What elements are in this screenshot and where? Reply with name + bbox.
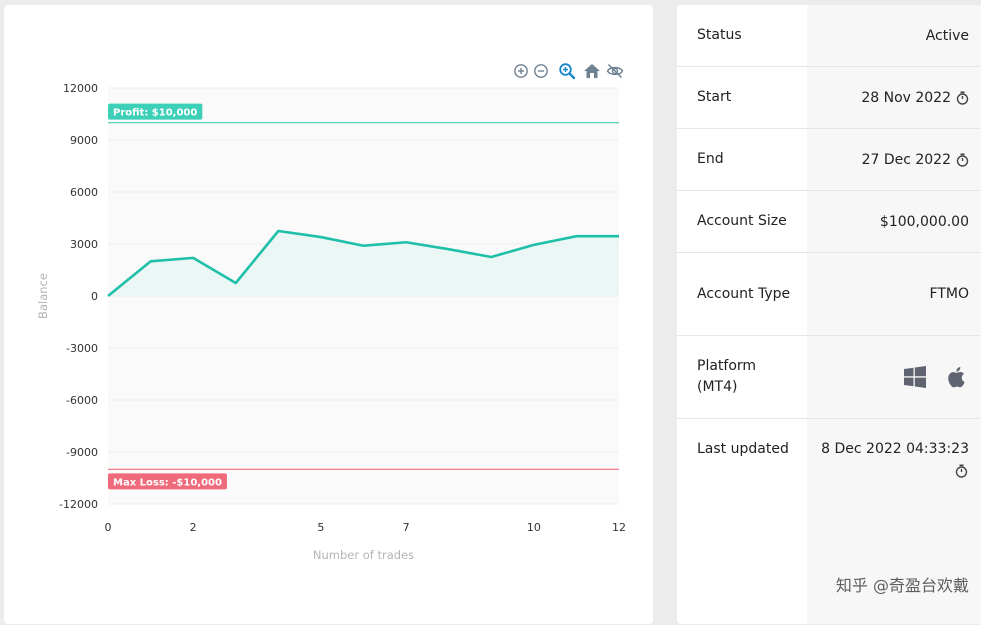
balance-chart-card: Profit: $10,000 Max Loss: -$10,000 12000 9… — [4, 5, 653, 624]
watermark: 知乎 @奇盈台欢戴 — [835, 576, 969, 595]
account-type-label: Account Type — [697, 285, 791, 302]
info-row-account-size: Account Size $100,000.00 — [677, 191, 981, 253]
apple-icon[interactable] — [945, 365, 969, 389]
account-size-label: Account Size — [697, 213, 787, 229]
y-tick-label: -12000 — [59, 498, 98, 511]
balance-area-fill — [108, 231, 619, 296]
y-tick-label: 3000 — [70, 238, 98, 251]
info-row-start: Start 28 Nov 2022 — [677, 67, 981, 129]
zoom-select-icon[interactable] — [558, 62, 576, 80]
y-axis-title: Balance — [36, 273, 50, 319]
stopwatch-icon — [955, 464, 968, 478]
y-tick-label: -6000 — [66, 394, 98, 407]
start-value: 28 Nov 2022 — [807, 67, 981, 128]
account-size-value: $100,000.00 — [807, 191, 981, 252]
reset-home-icon[interactable] — [583, 62, 601, 80]
windows-icon[interactable] — [903, 365, 927, 389]
account-type-text: FTMO — [929, 286, 969, 302]
profit-target-label: Profit: $10,000 — [113, 108, 197, 119]
profit-target-badge: Profit: $10,000 — [108, 103, 203, 120]
y-tick-label: 12000 — [63, 82, 98, 95]
account-size-text: $100,000.00 — [879, 213, 969, 230]
account-info-card: Status Active Start 28 Nov 2022 End 27 D… — [677, 5, 981, 624]
x-tick-label: 7 — [403, 521, 410, 534]
zoom-in-icon[interactable] — [512, 62, 530, 80]
status-value-text: Active — [925, 27, 969, 44]
balance-series-line — [107, 229, 619, 298]
end-label: End — [697, 151, 724, 167]
max-loss-label: Max Loss: -$10,000 — [113, 477, 222, 488]
zoom-out-icon[interactable] — [532, 62, 550, 80]
platform-label: Platform (MT4) — [697, 358, 757, 395]
balance-chart: Profit: $10,000 Max Loss: -$10,000 12000 9… — [36, 82, 626, 562]
x-tick-label: 12 — [612, 521, 626, 534]
y-tick-label: -9000 — [66, 446, 98, 459]
info-row-platform: Platform (MT4) — [677, 336, 981, 419]
status-label: Status — [697, 27, 742, 43]
y-tick-label: 6000 — [70, 186, 98, 199]
info-row-last-updated: Last updated 8 Dec 2022 04:33:23 — [677, 419, 981, 509]
x-axis-title: Number of trades — [313, 548, 414, 562]
last-updated-text: 8 Dec 2022 04:33:23 — [821, 441, 969, 457]
end-value: 27 Dec 2022 — [807, 129, 981, 190]
x-tick-label: 10 — [527, 521, 541, 534]
info-row-end: End 27 Dec 2022 — [677, 129, 981, 191]
end-date-text: 27 Dec 2022 — [861, 151, 951, 168]
start-label: Start — [697, 89, 732, 105]
max-loss-badge: Max Loss: -$10,000 — [108, 473, 227, 490]
toggle-visibility-icon[interactable] — [606, 62, 624, 80]
y-tick-label: -3000 — [66, 342, 98, 355]
threshold-badge-bg — [108, 473, 227, 490]
info-row-status: Status Active — [677, 5, 981, 67]
y-tick-label: 0 — [91, 290, 98, 303]
platform-value — [807, 336, 981, 418]
y-tick-label: 9000 — [70, 134, 98, 147]
last-updated-value: 8 Dec 2022 04:33:23 — [807, 419, 981, 509]
account-type-value: FTMO — [807, 253, 981, 335]
info-row-account-type: Account Type FTMO — [677, 253, 981, 336]
last-updated-label: Last updated — [697, 441, 789, 457]
stopwatch-icon — [956, 91, 969, 105]
x-tick-label: 5 — [317, 521, 324, 534]
status-value: Active — [807, 5, 981, 66]
start-date-text: 28 Nov 2022 — [861, 89, 951, 106]
threshold-badge-bg — [108, 103, 203, 120]
stopwatch-icon — [956, 153, 969, 167]
x-tick-label: 0 — [105, 521, 112, 534]
x-tick-label: 2 — [190, 521, 197, 534]
